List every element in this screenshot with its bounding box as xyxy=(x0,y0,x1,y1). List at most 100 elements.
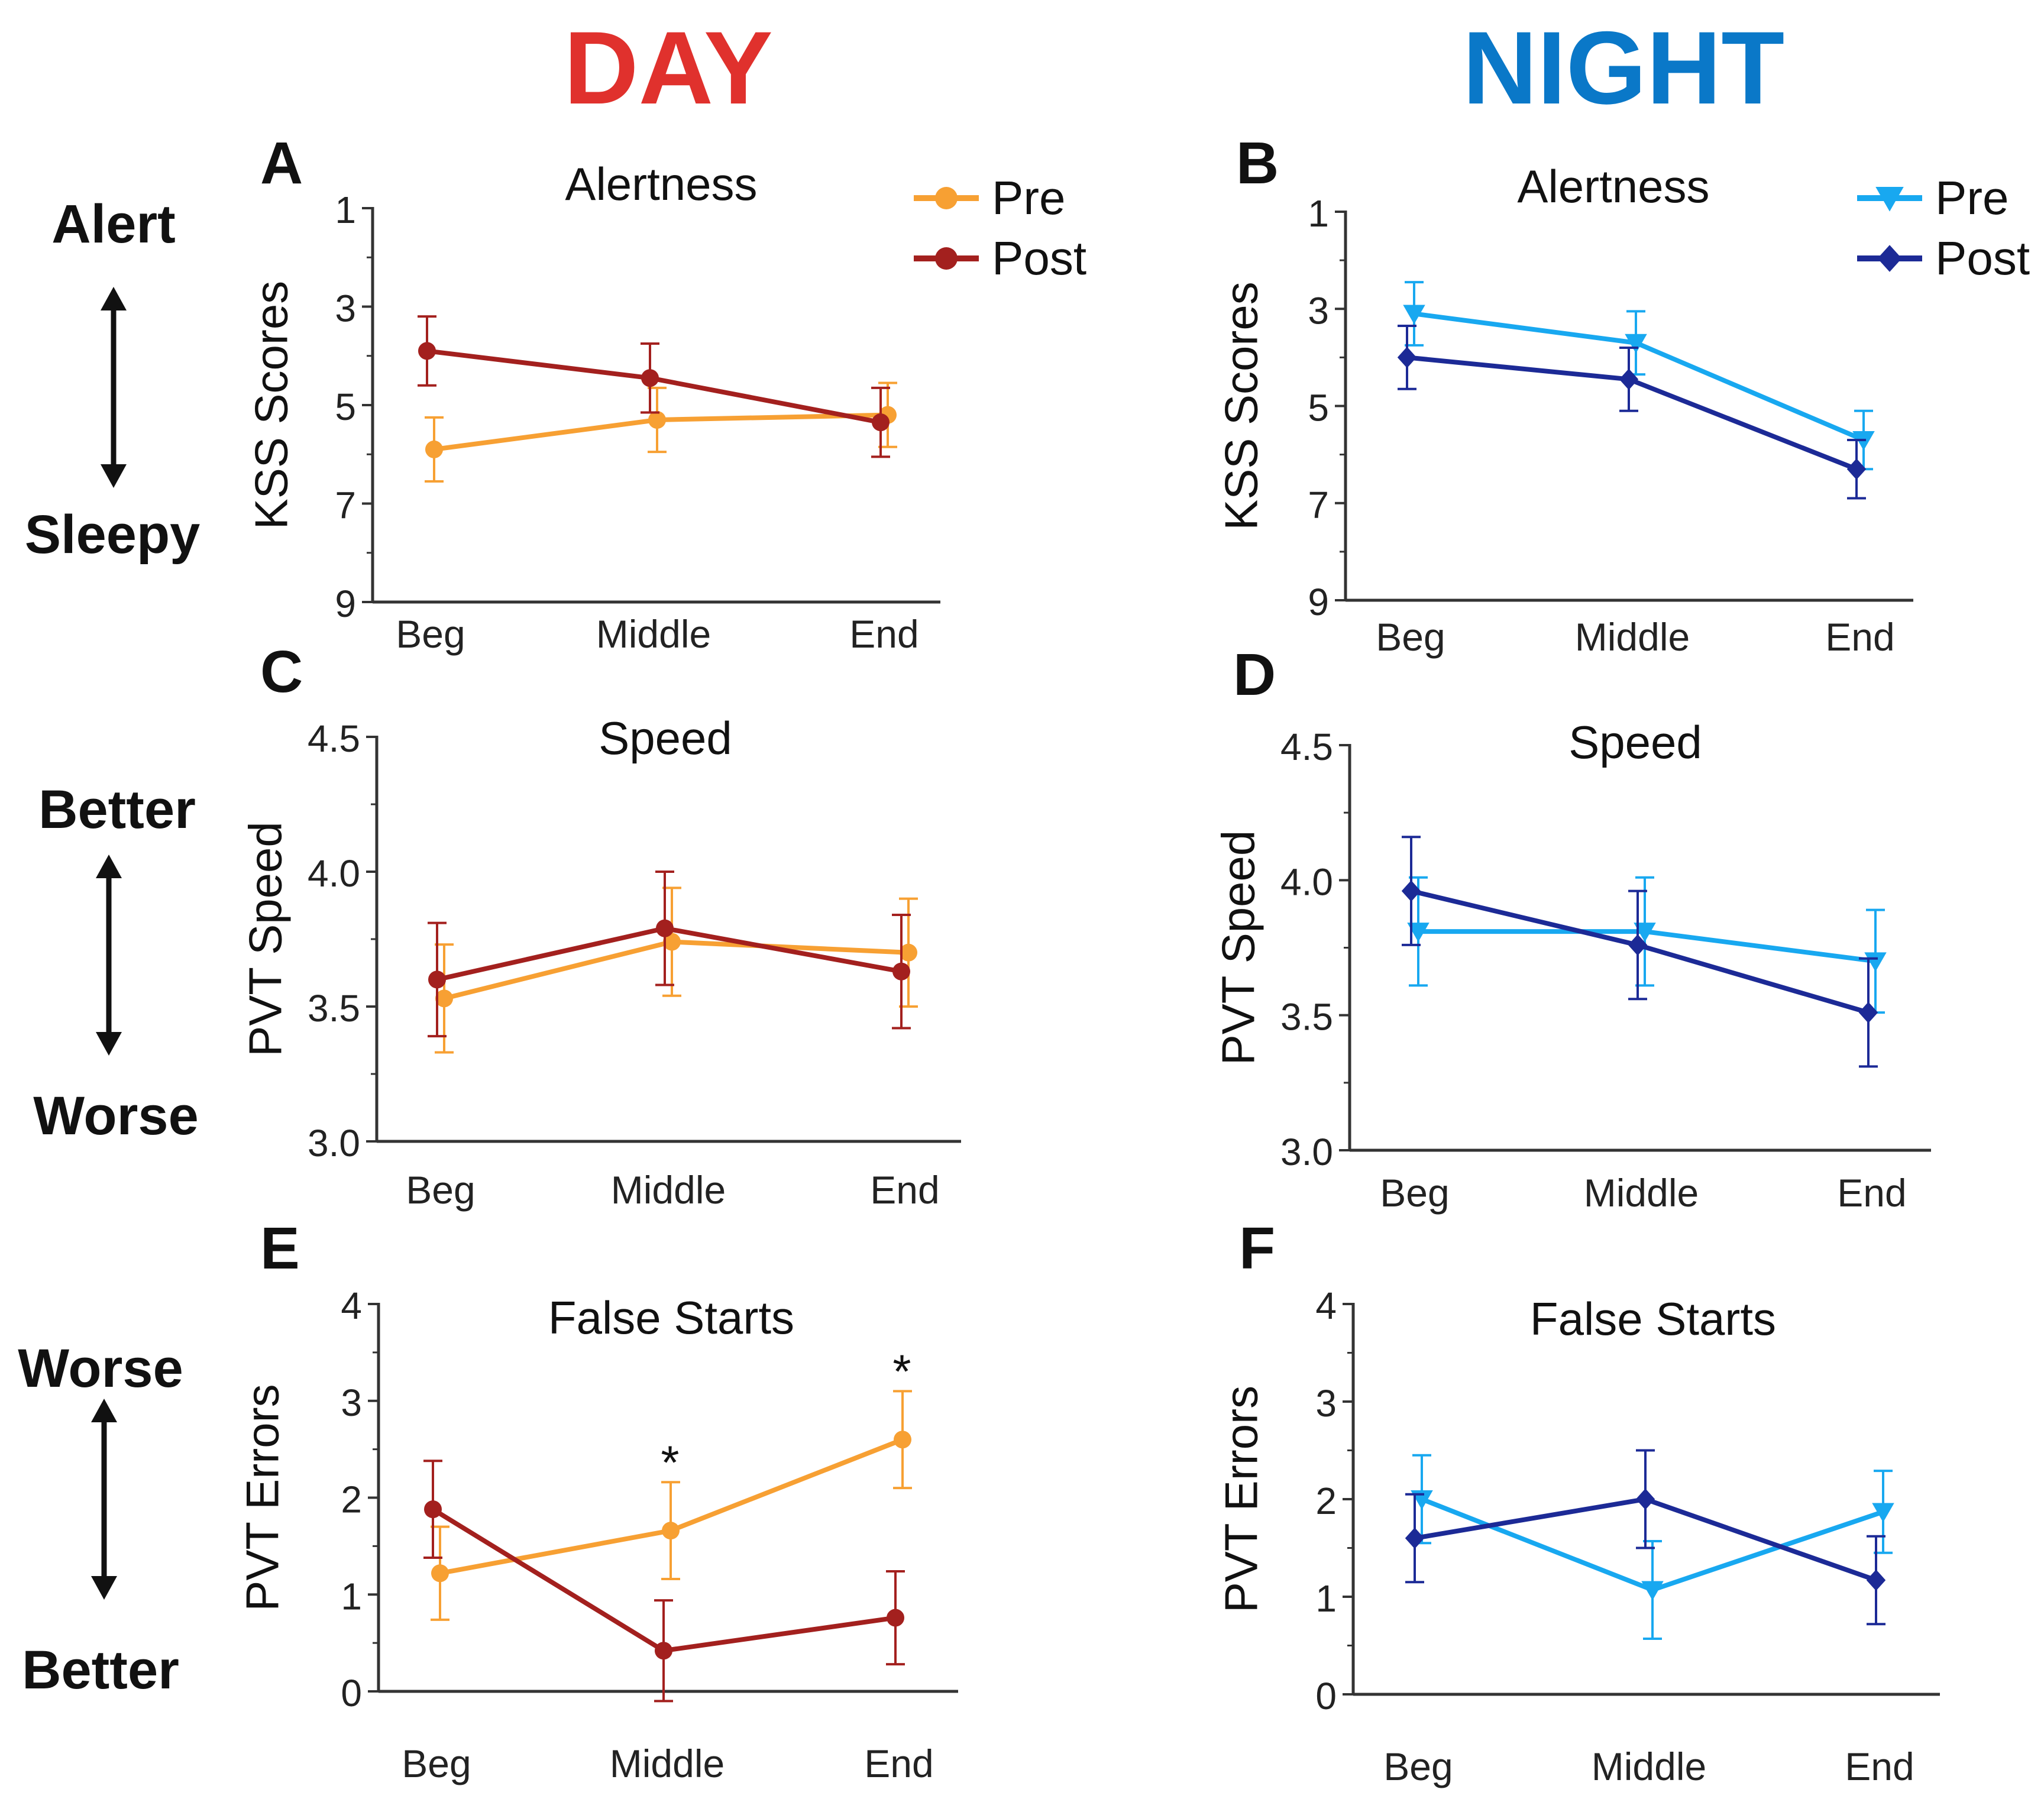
y-axis-label: PVT Errors xyxy=(1215,1386,1267,1613)
legend: Pre Post xyxy=(914,172,1086,284)
side-label-better: Better xyxy=(22,1640,179,1700)
data-point xyxy=(1846,458,1867,480)
y-tick-label: 5 xyxy=(335,386,356,428)
series-pre xyxy=(435,886,918,1054)
data-point xyxy=(1397,347,1417,368)
x-tick-label: Middle xyxy=(1592,1745,1706,1788)
panel-f: F False Starts PVT Errors 0 1 2 3 4 Beg Middle End xyxy=(1215,1215,1940,1788)
y-tick-label: 4.5 xyxy=(1280,726,1333,768)
y-tick-label: 3.0 xyxy=(308,1122,360,1164)
data-point xyxy=(1407,923,1429,942)
y-axis-label: PVT Speed xyxy=(240,821,292,1057)
significance-marker: * xyxy=(892,1345,911,1397)
x-tick-label: Middle xyxy=(1584,1171,1699,1215)
chart-title: Alertness xyxy=(1517,160,1709,212)
legend-label: Post xyxy=(1935,232,2030,284)
y-tick-label: 1 xyxy=(1308,192,1329,235)
panel-e: E False Starts PVT Errors 0 1 2 3 4 Beg Middle End… xyxy=(237,1215,958,1785)
legend-label: Post xyxy=(992,232,1086,284)
y-axis-label: PVT Speed xyxy=(1212,830,1264,1066)
x-tick-label: Beg xyxy=(402,1742,471,1785)
y-tick-label: 9 xyxy=(335,583,356,625)
data-point xyxy=(1866,1569,1886,1591)
legend-label: Pre xyxy=(1935,172,2009,224)
x-tick-label: Beg xyxy=(1383,1745,1453,1788)
data-point xyxy=(1858,1002,1878,1024)
data-point xyxy=(1628,934,1648,956)
data-point xyxy=(663,933,681,951)
legend-marker xyxy=(935,247,958,270)
panel-b: B Alertness KSS Scores 1 3 5 7 9 Beg Middle End Pre… xyxy=(1215,130,2030,659)
y-tick-label: 3.5 xyxy=(1280,996,1333,1038)
y-tick-label: 3 xyxy=(1308,289,1329,332)
panel-a: A Alertness KSS Scores 1 3 5 7 9 Beg Middle End Pre… xyxy=(245,130,1086,656)
data-point xyxy=(435,989,453,1008)
y-tick-label: 0 xyxy=(1315,1675,1337,1717)
significance-marker: * xyxy=(661,1436,679,1489)
y-tick-label: 5 xyxy=(1308,387,1329,429)
data-point xyxy=(894,1431,911,1449)
data-point xyxy=(1634,923,1656,942)
series-post xyxy=(428,871,911,1038)
y-tick-label: 3.5 xyxy=(308,987,360,1030)
panels: A Alertness KSS Scores 1 3 5 7 9 Beg Middle End Pre… xyxy=(237,130,2030,1788)
x-tick-label: Middle xyxy=(1575,615,1690,659)
x-tick-label: Middle xyxy=(611,1168,726,1212)
y-tick-label: 3.0 xyxy=(1280,1131,1333,1173)
y-tick-label: 2 xyxy=(341,1478,362,1521)
data-point xyxy=(872,413,890,432)
y-tick-label: 4.5 xyxy=(308,717,360,760)
y-tick-label: 3 xyxy=(341,1381,362,1424)
data-point xyxy=(1864,952,1887,972)
x-tick-label: End xyxy=(1825,615,1894,659)
x-tick-label: End xyxy=(1845,1745,1914,1788)
series-post xyxy=(1397,324,1867,500)
y-axis-label: PVT Errors xyxy=(237,1384,289,1611)
double-arrow-icon xyxy=(101,287,127,488)
series-pre xyxy=(1411,1454,1894,1640)
data-point xyxy=(1625,334,1647,354)
day-header: DAY xyxy=(564,11,772,126)
side-label-better: Better xyxy=(38,779,196,840)
side-label-sleepy: Sleepy xyxy=(25,504,200,565)
side-label-alert: Alert xyxy=(51,194,176,254)
data-point xyxy=(418,342,436,360)
panel-d: D Speed PVT Speed 3.0 3.5 4.0 4.5 Beg Middle End xyxy=(1212,642,1931,1215)
chart-title: False Starts xyxy=(1530,1293,1776,1345)
x-tick-label: End xyxy=(864,1742,933,1785)
chart-title: False Starts xyxy=(548,1292,794,1344)
y-tick-label: 1 xyxy=(1315,1577,1337,1620)
chart-title: Speed xyxy=(1568,716,1702,768)
data-point xyxy=(656,919,674,937)
legend: Pre Post xyxy=(1857,172,2030,284)
x-tick-label: End xyxy=(870,1168,939,1212)
y-tick-label: 4.0 xyxy=(1280,860,1333,903)
y-tick-label: 3 xyxy=(1315,1382,1337,1425)
legend-marker xyxy=(1875,187,1904,212)
panel-letter: C xyxy=(260,639,303,705)
x-tick-label: Beg xyxy=(406,1168,475,1212)
chart-title: Alertness xyxy=(565,158,757,210)
data-point xyxy=(424,1500,442,1519)
night-header: NIGHT xyxy=(1463,11,1784,126)
y-tick-label: 1 xyxy=(341,1575,362,1617)
data-point xyxy=(648,410,666,429)
series-pre xyxy=(1407,876,1887,1014)
data-point xyxy=(662,1522,680,1540)
x-tick-label: Middle xyxy=(610,1742,725,1785)
y-tick-label: 4 xyxy=(341,1284,362,1327)
legend-marker xyxy=(935,187,958,209)
x-tick-label: Beg xyxy=(1376,615,1445,659)
data-point xyxy=(1405,1528,1425,1549)
data-point xyxy=(641,369,659,387)
chart-title: Speed xyxy=(599,712,732,764)
series-pre xyxy=(425,381,897,483)
y-tick-label: 2 xyxy=(1315,1480,1337,1522)
series-post xyxy=(1401,836,1878,1068)
y-tick-label: 7 xyxy=(335,484,356,527)
legend-marker xyxy=(1877,245,1902,272)
legend-label: Pre xyxy=(992,172,1066,224)
panel-letter: E xyxy=(260,1215,300,1282)
x-tick-label: End xyxy=(1837,1171,1906,1215)
